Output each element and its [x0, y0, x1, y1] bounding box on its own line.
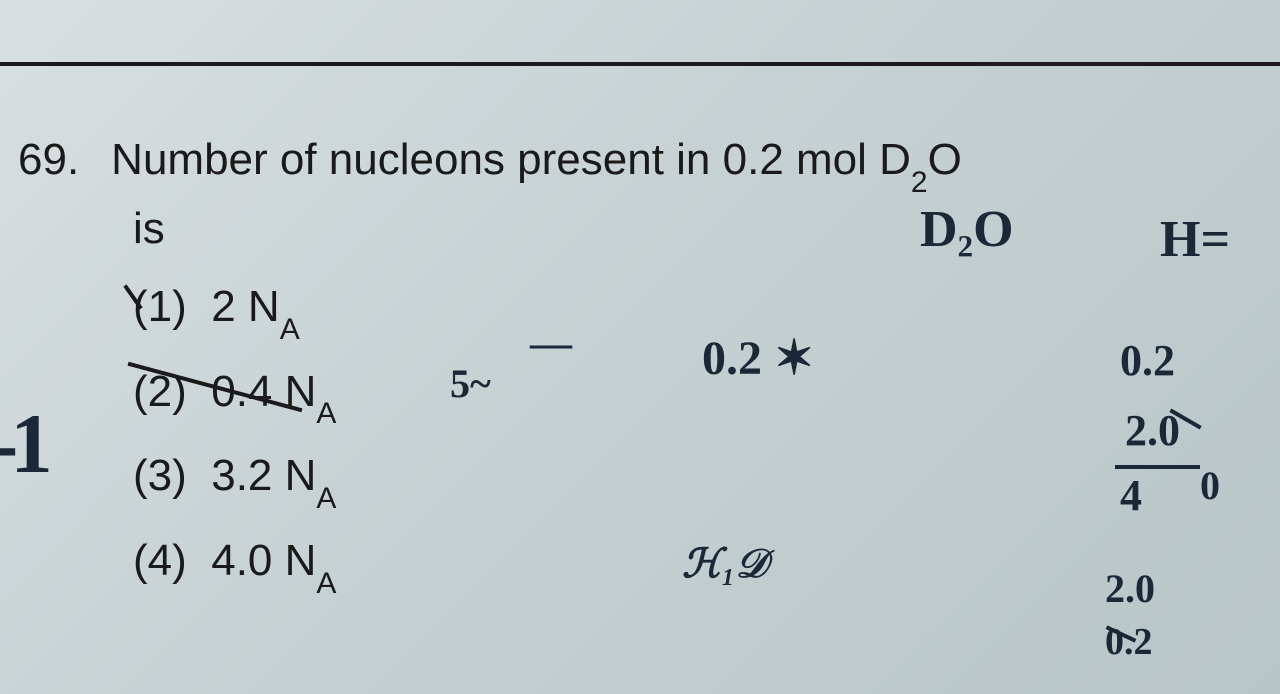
- handwritten-h-equals: H=: [1160, 210, 1230, 269]
- handwritten-scribble: ℋ₁𝒟: [682, 540, 767, 587]
- handwritten-02-right: 0.2: [1120, 335, 1175, 386]
- question-text-part2: O: [928, 135, 962, 184]
- handwritten-4: 4: [1120, 470, 1142, 521]
- option-4-label: (4): [133, 536, 187, 585]
- handwritten-d2o: D₂O: [920, 200, 1014, 259]
- handwritten-0-bottom: 0.2: [1105, 620, 1153, 664]
- option-1-value: 2 N: [211, 282, 279, 331]
- option-1-sub: A: [280, 313, 300, 346]
- divider-line: [0, 62, 1280, 66]
- question-text-main: Number of nucleons present in 0.2 mol D2…: [111, 135, 962, 192]
- option-3-label: (3): [133, 451, 187, 500]
- option-2-sub: A: [316, 397, 336, 430]
- question-content: 69. Number of nucleons present in 0.2 mo…: [0, 135, 1280, 617]
- option-3-value: 3.2 N: [211, 451, 316, 500]
- option-3: (3) 3.2 NA: [133, 447, 1280, 510]
- option-4-value: 4.0 N: [211, 536, 316, 585]
- handwritten-0-right: 0: [1200, 462, 1220, 509]
- handwritten-20-bottom: 2.0: [1105, 565, 1155, 612]
- question-first-line: 69. Number of nucleons present in 0.2 mo…: [18, 135, 1280, 192]
- subscript-2: 2: [911, 166, 928, 199]
- question-number: 69.: [18, 135, 79, 185]
- handwritten-5: 5~: [450, 360, 491, 407]
- question-text-part1: Number of nucleons present in 0.2 mol D: [111, 135, 911, 184]
- handwritten-minus-1: -1: [0, 395, 45, 493]
- option-4-sub: A: [316, 567, 336, 600]
- handwritten-fraction-line: [1115, 465, 1200, 469]
- option-3-sub: A: [316, 482, 336, 515]
- handwritten-dash: —: [530, 320, 572, 368]
- question-is: is: [133, 204, 1280, 254]
- handwritten-02x: 0.2 ✶: [702, 330, 814, 386]
